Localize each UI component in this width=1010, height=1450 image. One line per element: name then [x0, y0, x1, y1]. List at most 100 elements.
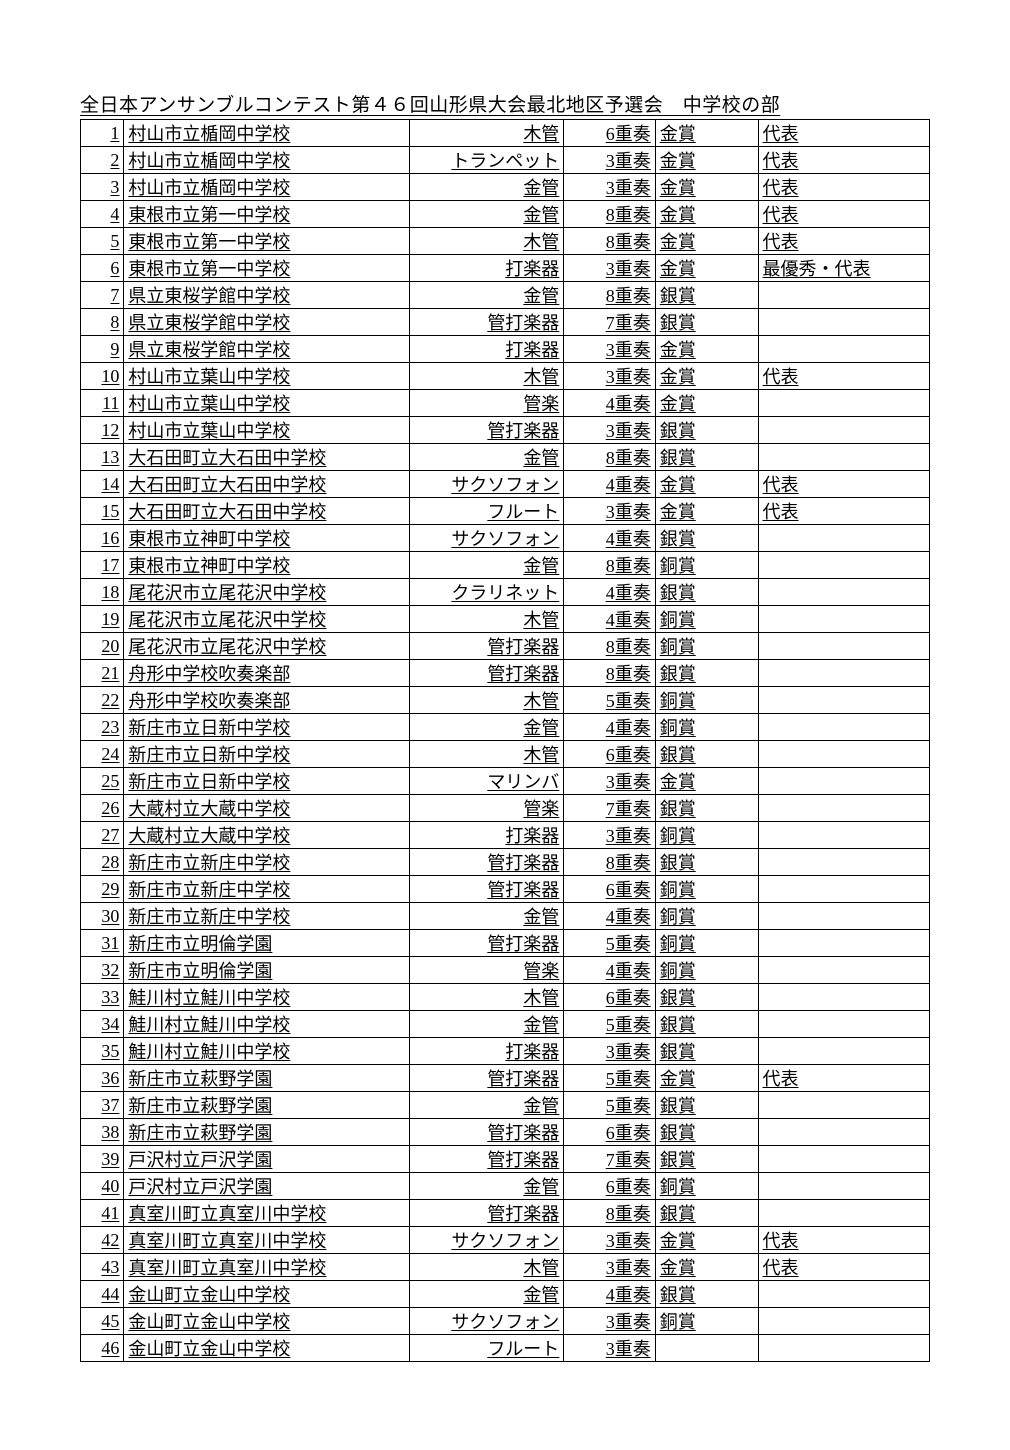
school-name: 村山市立楯岡中学校 — [124, 120, 410, 147]
school-name: 村山市立楯岡中学校 — [124, 174, 410, 201]
award: 銅賞 — [655, 606, 758, 633]
award: 金賞 — [655, 201, 758, 228]
school-name: 新庄市立新庄中学校 — [124, 903, 410, 930]
representative — [758, 714, 929, 741]
instrument: 金管 — [410, 444, 564, 471]
instrument: 木管 — [410, 120, 564, 147]
school-name: 新庄市立日新中学校 — [124, 714, 410, 741]
formation: 6重奏 — [564, 1119, 655, 1146]
formation: 3重奏 — [564, 174, 655, 201]
instrument: フルート — [410, 1335, 564, 1362]
award: 銀賞 — [655, 1281, 758, 1308]
row-number: 8 — [81, 309, 124, 336]
award: 金賞 — [655, 471, 758, 498]
instrument: 木管 — [410, 363, 564, 390]
school-name: 真室川町立真室川中学校 — [124, 1227, 410, 1254]
school-name: 金山町立金山中学校 — [124, 1281, 410, 1308]
school-name: 大石田町立大石田中学校 — [124, 498, 410, 525]
representative — [758, 606, 929, 633]
formation: 6重奏 — [564, 120, 655, 147]
table-row: 42真室川町立真室川中学校サクソフォン3重奏金賞代表 — [81, 1227, 930, 1254]
instrument: サクソフォン — [410, 1227, 564, 1254]
table-row: 8県立東桜学館中学校管打楽器7重奏銀賞 — [81, 309, 930, 336]
award: 銀賞 — [655, 984, 758, 1011]
award: 銀賞 — [655, 849, 758, 876]
instrument: 木管 — [410, 606, 564, 633]
row-number: 13 — [81, 444, 124, 471]
representative — [758, 1119, 929, 1146]
formation: 3重奏 — [564, 768, 655, 795]
row-number: 41 — [81, 1200, 124, 1227]
instrument: 打楽器 — [410, 822, 564, 849]
award: 銀賞 — [655, 1011, 758, 1038]
formation: 4重奏 — [564, 903, 655, 930]
instrument: クラリネット — [410, 579, 564, 606]
award: 金賞 — [655, 768, 758, 795]
representative: 代表 — [758, 498, 929, 525]
school-name: 戸沢村立戸沢学園 — [124, 1173, 410, 1200]
representative — [758, 309, 929, 336]
representative — [758, 849, 929, 876]
instrument: 金管 — [410, 174, 564, 201]
award: 金賞 — [655, 1227, 758, 1254]
representative — [758, 1200, 929, 1227]
award: 金賞 — [655, 174, 758, 201]
representative — [758, 390, 929, 417]
row-number: 38 — [81, 1119, 124, 1146]
award: 金賞 — [655, 363, 758, 390]
award: 銅賞 — [655, 822, 758, 849]
school-name: 村山市立葉山中学校 — [124, 363, 410, 390]
school-name: 新庄市立萩野学園 — [124, 1092, 410, 1119]
formation: 4重奏 — [564, 1281, 655, 1308]
award: 金賞 — [655, 228, 758, 255]
formation: 8重奏 — [564, 282, 655, 309]
formation: 8重奏 — [564, 201, 655, 228]
representative — [758, 795, 929, 822]
table-row: 10村山市立葉山中学校木管3重奏金賞代表 — [81, 363, 930, 390]
formation: 8重奏 — [564, 1200, 655, 1227]
instrument: 管打楽器 — [410, 1200, 564, 1227]
representative — [758, 1281, 929, 1308]
row-number: 23 — [81, 714, 124, 741]
school-name: 東根市立神町中学校 — [124, 525, 410, 552]
representative — [758, 1308, 929, 1335]
representative — [758, 1335, 929, 1362]
instrument: 木管 — [410, 741, 564, 768]
table-row: 28新庄市立新庄中学校管打楽器8重奏銀賞 — [81, 849, 930, 876]
award: 銅賞 — [655, 1308, 758, 1335]
school-name: 村山市立葉山中学校 — [124, 417, 410, 444]
representative — [758, 903, 929, 930]
row-number: 39 — [81, 1146, 124, 1173]
award: 銅賞 — [655, 876, 758, 903]
instrument: 金管 — [410, 1173, 564, 1200]
school-name: 新庄市立日新中学校 — [124, 741, 410, 768]
row-number: 28 — [81, 849, 124, 876]
row-number: 33 — [81, 984, 124, 1011]
table-row: 18尾花沢市立尾花沢中学校クラリネット4重奏銀賞 — [81, 579, 930, 606]
instrument: 管打楽器 — [410, 1119, 564, 1146]
school-name: 県立東桜学館中学校 — [124, 309, 410, 336]
award: 銀賞 — [655, 1119, 758, 1146]
formation: 3重奏 — [564, 255, 655, 282]
representative — [758, 417, 929, 444]
award: 銀賞 — [655, 579, 758, 606]
formation: 4重奏 — [564, 390, 655, 417]
table-row: 15大石田町立大石田中学校フルート3重奏金賞代表 — [81, 498, 930, 525]
formation: 5重奏 — [564, 930, 655, 957]
table-row: 9県立東桜学館中学校打楽器3重奏金賞 — [81, 336, 930, 363]
row-number: 34 — [81, 1011, 124, 1038]
representative — [758, 1146, 929, 1173]
table-row: 6東根市立第一中学校打楽器3重奏金賞最優秀・代表 — [81, 255, 930, 282]
page-title: 全日本アンサンブルコンテスト第４６回山形県大会最北地区予選会 中学校の部 — [80, 90, 930, 117]
school-name: 大蔵村立大蔵中学校 — [124, 795, 410, 822]
award: 銅賞 — [655, 1173, 758, 1200]
formation: 8重奏 — [564, 849, 655, 876]
school-name: 尾花沢市立尾花沢中学校 — [124, 633, 410, 660]
representative — [758, 1092, 929, 1119]
row-number: 2 — [81, 147, 124, 174]
award: 銀賞 — [655, 660, 758, 687]
row-number: 6 — [81, 255, 124, 282]
formation: 3重奏 — [564, 1038, 655, 1065]
formation: 3重奏 — [564, 1308, 655, 1335]
table-row: 1村山市立楯岡中学校木管6重奏金賞代表 — [81, 120, 930, 147]
